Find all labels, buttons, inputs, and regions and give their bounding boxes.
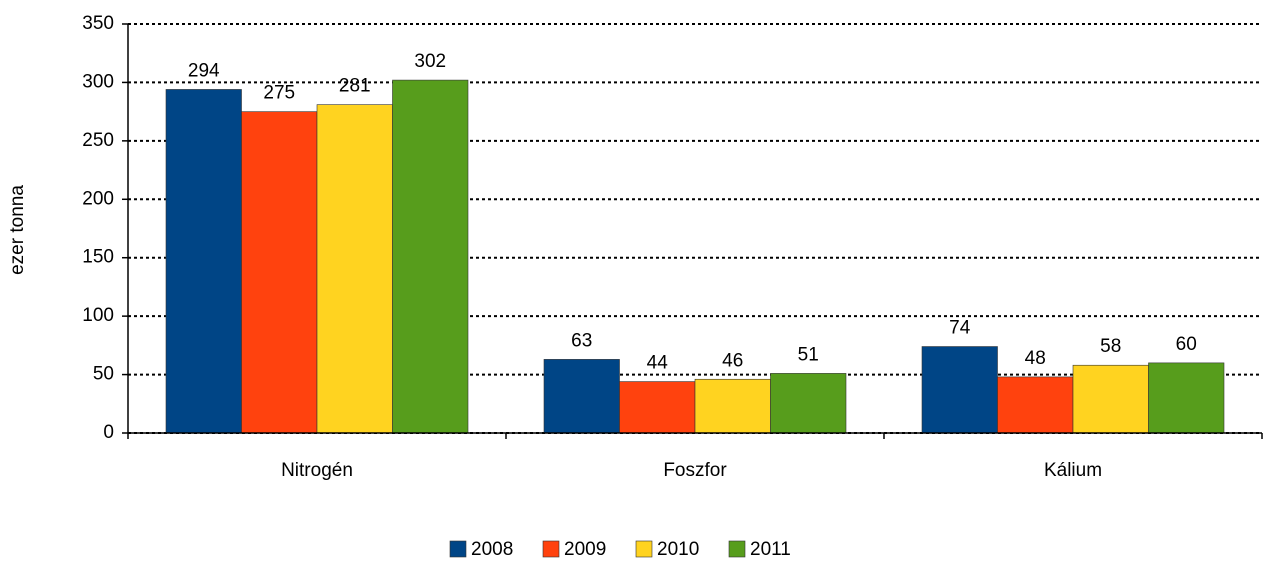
bar (165, 89, 242, 434)
bar (241, 111, 318, 434)
bar (1148, 362, 1225, 434)
data-label: 294 (188, 60, 220, 81)
data-label: 44 (647, 353, 669, 374)
x-tick-label: Nitrogén (281, 460, 353, 481)
bar (392, 79, 469, 434)
bar (1072, 364, 1149, 434)
legend-swatch (449, 540, 467, 558)
legend-swatch (542, 540, 560, 558)
y-tick-label: 250 (82, 130, 114, 151)
y-tick-label: 200 (82, 188, 114, 209)
y-tick-label: 300 (82, 71, 114, 92)
data-label: 51 (798, 344, 819, 365)
legend-label: 2008 (471, 539, 513, 560)
data-label: 58 (1100, 336, 1121, 357)
legend-label: 2011 (750, 539, 791, 560)
bar (619, 381, 696, 434)
legend-swatch (728, 540, 746, 558)
legend-label: 2010 (657, 539, 699, 560)
y-axis-label: ezer tonna (7, 185, 28, 275)
bar (770, 373, 847, 434)
y-tick-label: 0 (103, 422, 114, 443)
data-label: 275 (263, 83, 295, 104)
data-label: 74 (949, 318, 971, 339)
data-label: 60 (1176, 334, 1197, 355)
bar (316, 104, 393, 434)
y-tick-label: 350 (82, 13, 114, 34)
bar (997, 376, 1074, 434)
bar (543, 359, 620, 434)
y-tick-label: 50 (93, 364, 114, 385)
y-tick-label: 100 (82, 305, 114, 326)
data-label: 48 (1025, 348, 1046, 369)
data-label: 281 (339, 76, 371, 97)
x-tick-label: Foszfor (663, 460, 727, 481)
data-label: 63 (571, 330, 592, 351)
data-label: 302 (414, 51, 446, 72)
x-tick-label: Kálium (1044, 460, 1102, 481)
bar (921, 346, 998, 434)
legend-label: 2009 (564, 539, 606, 560)
bar (694, 378, 771, 434)
data-label: 46 (722, 350, 743, 371)
y-tick-label: 150 (82, 247, 114, 268)
legend-swatch (635, 540, 653, 558)
